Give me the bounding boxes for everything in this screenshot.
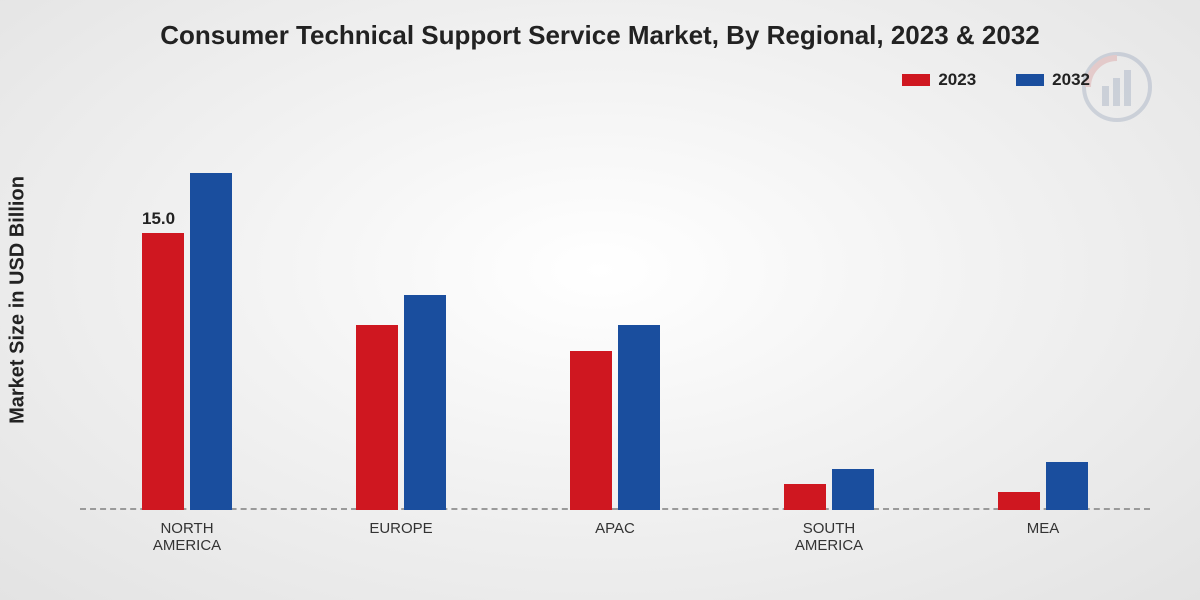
legend-swatch-2032 — [1016, 74, 1044, 86]
bar-north-america-2023 — [142, 233, 184, 511]
bar-mea-2032 — [1046, 462, 1088, 510]
bar-group-mea: MEA — [998, 140, 1088, 510]
plot-area: NORTH AMERICA EUROPE APAC SOUTH AMERICA MEA 1… — [80, 140, 1150, 510]
chart-title: Consumer Technical Support Service Marke… — [0, 20, 1200, 51]
bar-apac-2023 — [570, 351, 612, 510]
bar-north-america-2032 — [190, 173, 232, 510]
bar-apac-2032 — [618, 325, 660, 510]
bar-mea-2023 — [998, 492, 1040, 511]
x-label-mea: MEA — [1027, 520, 1060, 537]
watermark-logo — [1082, 52, 1152, 122]
bar-europe-2032 — [404, 295, 446, 510]
bar-group-europe: EUROPE — [356, 140, 446, 510]
bar-group-north-america: NORTH AMERICA — [142, 140, 232, 510]
legend-item-2032: 2032 — [1016, 70, 1090, 90]
x-label-north-america: NORTH AMERICA — [153, 520, 221, 554]
bar-group-south-america: SOUTH AMERICA — [784, 140, 874, 510]
legend-item-2023: 2023 — [902, 70, 976, 90]
y-axis-label: Market Size in USD Billion — [7, 176, 30, 424]
legend-swatch-2023 — [902, 74, 930, 86]
legend-label-2032: 2032 — [1052, 70, 1090, 90]
x-label-europe: EUROPE — [369, 520, 432, 537]
legend-label-2023: 2023 — [938, 70, 976, 90]
bar-europe-2023 — [356, 325, 398, 510]
x-label-apac: APAC — [595, 520, 635, 537]
bar-south-america-2032 — [832, 469, 874, 510]
bar-group-apac: APAC — [570, 140, 660, 510]
bar-value-label-north-america-2023: 15.0 — [142, 209, 175, 229]
bar-south-america-2023 — [784, 484, 826, 510]
x-label-south-america: SOUTH AMERICA — [795, 520, 863, 554]
legend: 2023 2032 — [902, 70, 1090, 90]
